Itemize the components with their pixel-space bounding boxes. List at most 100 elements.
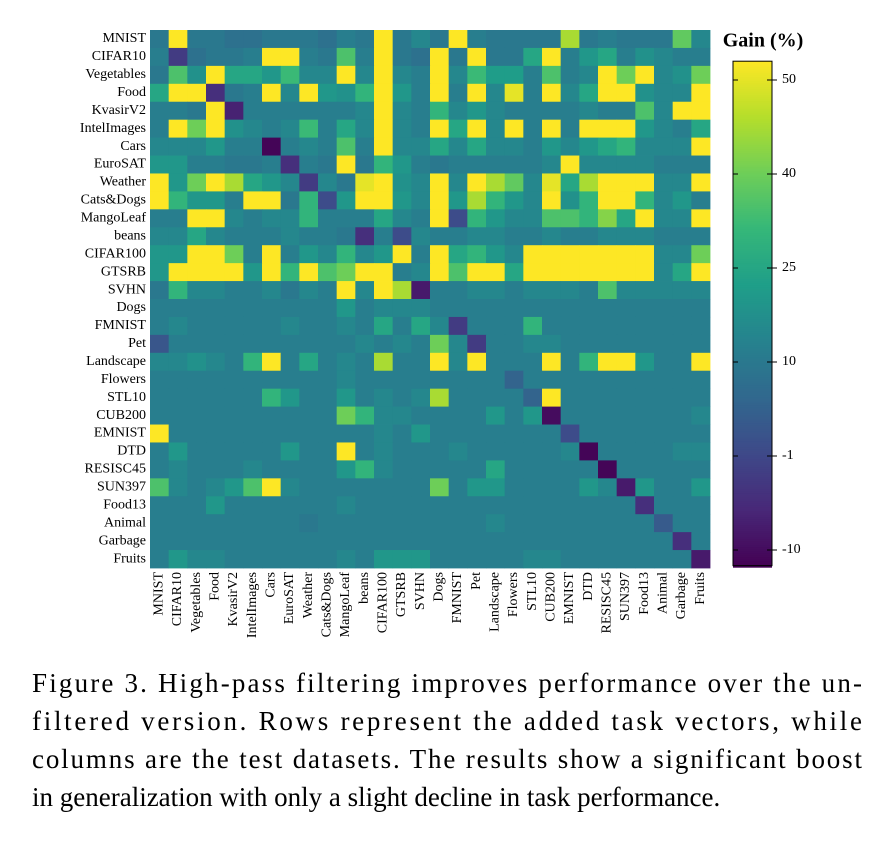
heatmap-cell [560, 173, 580, 192]
heatmap-cell [318, 119, 338, 138]
heatmap-cell [168, 550, 188, 569]
heatmap-cell [542, 245, 562, 264]
heatmap-cell [467, 460, 487, 479]
heatmap-cell [392, 532, 412, 551]
heatmap-cell [504, 478, 524, 497]
heatmap-cell [616, 514, 636, 533]
colorbar-gradient [733, 347, 772, 350]
heatmap-cell [467, 496, 487, 515]
heatmap-cell [280, 30, 300, 49]
heatmap-cell [336, 30, 356, 49]
heatmap-cell [411, 442, 431, 461]
heatmap-cell [150, 263, 170, 282]
heatmap-cell [654, 334, 674, 354]
colorbar-gradient [733, 173, 772, 176]
colorbar-gradient [733, 233, 772, 236]
heatmap-cell [224, 388, 244, 407]
heatmap-cell [243, 119, 263, 138]
heatmap-cell [206, 514, 226, 533]
heatmap-cell [560, 227, 580, 246]
heatmap-cell [243, 263, 263, 282]
heatmap-cell [691, 442, 711, 461]
heatmap-cell [542, 65, 562, 85]
heatmap-cell [654, 370, 674, 390]
colorbar-gradient [733, 309, 772, 312]
heatmap-cell [150, 191, 170, 210]
heatmap-cell [598, 245, 618, 264]
heatmap-cell [243, 496, 263, 515]
heatmap-cell [598, 65, 618, 85]
heatmap-cell [150, 299, 170, 318]
heatmap-cell [448, 155, 468, 174]
heatmap-cell [411, 245, 431, 264]
heatmap-cell [486, 532, 506, 551]
heatmap-cell [206, 83, 226, 103]
row-label: Weather [100, 175, 147, 190]
column-label: STL10 [525, 572, 540, 611]
heatmap-cell [672, 173, 692, 192]
heatmap-cell [336, 460, 356, 479]
heatmap-cell [486, 334, 506, 354]
heatmap-cell [243, 137, 263, 156]
heatmap-cell [542, 388, 562, 407]
heatmap-cell [523, 209, 543, 228]
heatmap-cell [392, 460, 412, 479]
heatmap-cell [523, 245, 543, 264]
heatmap-cell [280, 47, 300, 67]
heatmap-cell [168, 65, 188, 85]
colorbar-gradient [733, 241, 772, 244]
row-label: Cars [120, 139, 146, 154]
heatmap-cell [654, 478, 674, 497]
heatmap-cell [579, 173, 599, 192]
heatmap-cell [224, 478, 244, 497]
colorbar-gradient [733, 113, 772, 116]
heatmap-cell [672, 460, 692, 479]
heatmap-cell [635, 245, 655, 264]
heatmap-cell [262, 442, 282, 461]
heatmap-cell [542, 370, 562, 390]
heatmap-cell [262, 47, 282, 67]
colorbar-gradient [733, 363, 772, 366]
heatmap-cell [168, 424, 188, 443]
heatmap-cell [411, 281, 431, 300]
heatmap-cell [150, 245, 170, 264]
heatmap-cell [616, 65, 636, 85]
heatmap-cell [672, 316, 692, 336]
heatmap-cell [206, 263, 226, 282]
colorbar-gradient [733, 409, 772, 412]
heatmap-cell [430, 263, 450, 282]
colorbar-gradient [733, 517, 772, 520]
heatmap-cell [672, 496, 692, 515]
heatmap-cell [374, 281, 394, 300]
heatmap-cell [374, 47, 394, 67]
heatmap-cell [392, 424, 412, 443]
heatmap-cell [224, 101, 244, 121]
heatmap-cell [336, 442, 356, 461]
heatmap-cell [579, 316, 599, 336]
heatmap-cell [411, 173, 431, 192]
heatmap-cell [355, 173, 375, 192]
colorbar-tick-label: 10 [782, 354, 796, 369]
heatmap-cell [299, 352, 319, 372]
heatmap-cell [392, 388, 412, 407]
heatmap-cell [672, 281, 692, 300]
heatmap-cell [392, 173, 412, 192]
row-label: IntelImages [80, 121, 146, 136]
heatmap-cell [542, 281, 562, 300]
colorbar-gradient [733, 323, 772, 326]
caption-line: columns are the test datasets. The resul… [32, 744, 862, 774]
heatmap-cell [243, 47, 263, 67]
heatmap-cell [579, 352, 599, 372]
heatmap-cell [318, 370, 338, 390]
heatmap-cell [187, 83, 207, 103]
heatmap-cell [598, 119, 618, 138]
colorbar-gradient [733, 315, 772, 318]
heatmap-cell [150, 101, 170, 121]
heatmap-cell [392, 65, 412, 85]
heatmap-cell [504, 101, 524, 121]
row-label: SUN397 [97, 480, 146, 495]
heatmap-cell [635, 496, 655, 515]
heatmap-cell [616, 155, 636, 174]
row-label: Vegetables [85, 67, 146, 82]
heatmap-cell [448, 514, 468, 533]
